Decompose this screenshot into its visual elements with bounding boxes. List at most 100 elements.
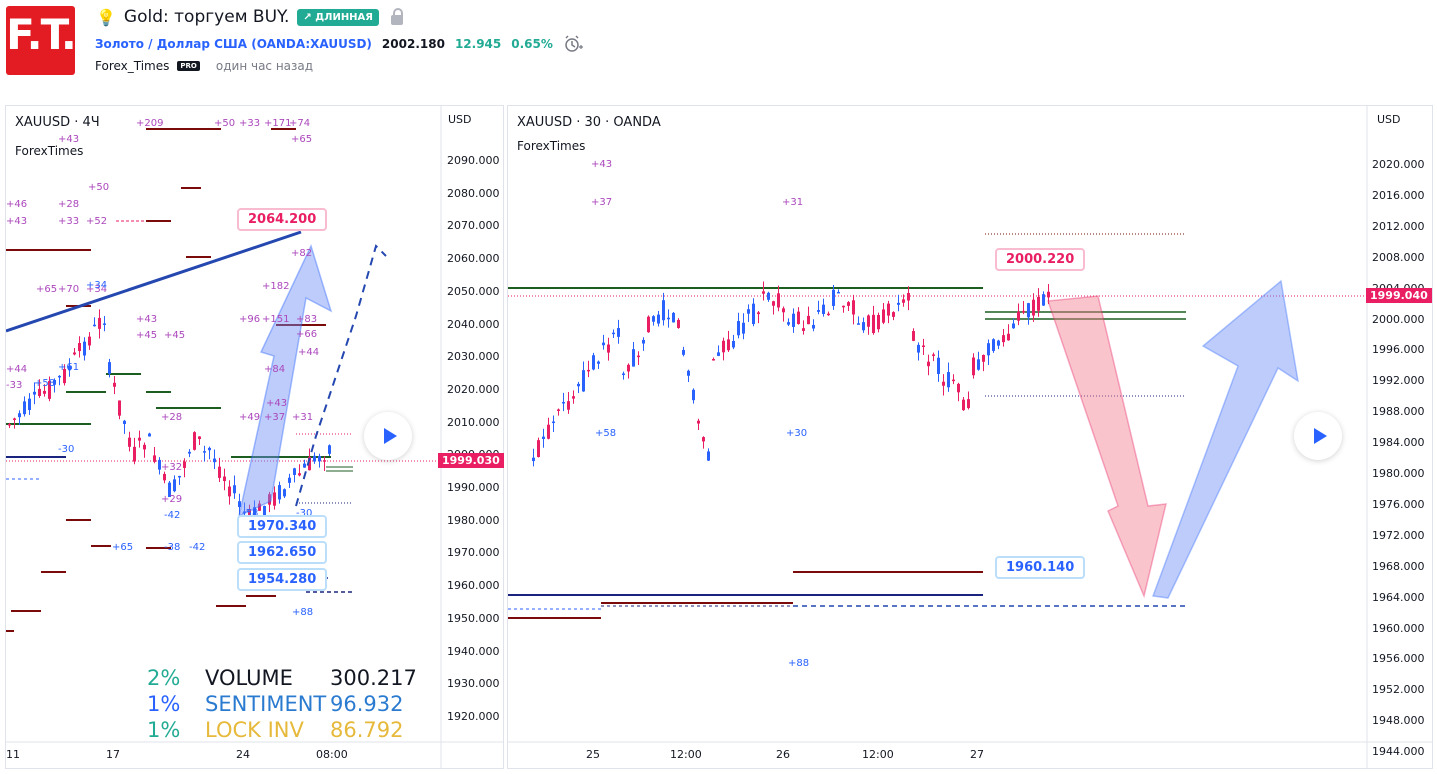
trade-annotation: +34: [86, 284, 108, 295]
chart-30m-canvas[interactable]: [508, 106, 1432, 768]
candle-body: [812, 324, 815, 329]
candle-body: [607, 344, 610, 353]
trade-annotation: +52: [86, 216, 108, 227]
candle-body: [617, 328, 620, 337]
price-callout-low2[interactable]: 1962.650: [237, 541, 328, 564]
price-callout-high[interactable]: 2000.220: [995, 248, 1086, 271]
current-price: 2002.180: [381, 37, 445, 51]
up-arrow-projection[interactable]: [1151, 279, 1300, 599]
price-change-pct: 0.65%: [511, 37, 553, 51]
candle-body: [822, 304, 825, 314]
candle-body: [163, 473, 166, 481]
time-axis-label: 12:00: [670, 748, 702, 761]
chart-30m-panel[interactable]: XAUUSD · 30 · OANDA ForexTimes +43 +37 +…: [507, 105, 1433, 769]
trade-annotation: +46: [6, 199, 28, 210]
price-axis-label: 2016.000: [1372, 188, 1425, 202]
candle-body: [762, 291, 765, 294]
alarm-clock-icon[interactable]: [563, 35, 583, 53]
trade-annotation: +50: [88, 182, 110, 193]
trade-annotation: +32: [161, 462, 183, 473]
candle-body: [632, 349, 635, 367]
trend-line[interactable]: [6, 230, 302, 333]
chart-watermark: ForexTimes: [15, 144, 84, 158]
price-axis-label: 2030.000: [447, 350, 500, 364]
candle-body: [8, 423, 11, 426]
candle-body: [982, 354, 985, 362]
idea-title-row: 💡 Gold: торгуем BUY. ↗ ДЛИННАЯ: [96, 6, 403, 28]
candle-body: [957, 383, 960, 393]
chart-4h-canvas[interactable]: [6, 106, 503, 768]
volume-value: 300.217: [330, 666, 417, 690]
candle-body: [707, 451, 710, 461]
trade-annotation: +34: [86, 280, 108, 291]
candle-body: [53, 379, 56, 385]
price-axis-label: 1944.000: [1372, 745, 1425, 759]
pro-badge: PRO: [177, 61, 200, 71]
price-axis-label: 1968.000: [1372, 559, 1425, 573]
sentiment-pct: 1%: [147, 692, 181, 716]
candle-body: [777, 293, 780, 308]
candle-body: [992, 339, 995, 351]
trade-annotation: -42: [164, 510, 181, 521]
trade-annotation: +58: [34, 378, 56, 389]
candle-body: [852, 300, 855, 315]
candle-body: [952, 379, 955, 382]
price-callout-low1[interactable]: 1970.340: [237, 515, 328, 538]
play-button[interactable]: [364, 412, 412, 460]
candle-body: [597, 361, 600, 364]
candle-body: [88, 336, 91, 346]
candle-body: [273, 492, 276, 506]
candle-body: [308, 456, 311, 471]
candle-body: [108, 362, 111, 374]
price-axis-label: 2020.000: [447, 382, 500, 396]
price-callout-high[interactable]: 2064.200: [237, 208, 328, 231]
candle-body: [907, 292, 910, 301]
dashed-forecast-path[interactable]: [295, 244, 387, 507]
candle-body: [862, 322, 865, 331]
time-axis-label: 08:00: [316, 748, 348, 761]
candle-body: [997, 340, 1000, 346]
price-axis-unit: USD: [448, 113, 472, 126]
candle-body: [697, 420, 700, 424]
symbol-link[interactable]: Золото / Доллар США (OANDA:XAUUSD): [95, 37, 372, 51]
candle-body: [647, 316, 650, 333]
candle-body: [802, 328, 805, 331]
candle-body: [313, 455, 316, 462]
play-button[interactable]: [1294, 412, 1342, 460]
candle-body: [13, 418, 16, 420]
up-arrow-projection[interactable]: [237, 243, 333, 518]
trade-annotation: +37: [264, 412, 286, 423]
trade-annotation: +50: [214, 118, 236, 129]
time-axis-label: 26: [776, 748, 790, 761]
author-logo[interactable]: F.T.: [6, 6, 77, 75]
candle-body: [63, 368, 66, 384]
candle-body: [103, 323, 106, 325]
price-callout-low[interactable]: 1960.140: [995, 556, 1086, 579]
candle-body: [657, 314, 660, 324]
candle-body: [532, 457, 535, 462]
trade-annotation: +43: [266, 398, 288, 409]
candle-body: [652, 316, 655, 322]
price-axis-label: 1956.000: [1372, 652, 1425, 666]
symbol-row: Золото / Доллар США (OANDA:XAUUSD) 2002.…: [95, 35, 583, 53]
last-price-tag: 1999.030: [438, 453, 504, 468]
candle-body: [692, 389, 695, 401]
down-arrow-projection[interactable]: [1046, 295, 1167, 599]
price-callout-low3[interactable]: 1954.280: [237, 568, 328, 591]
trade-annotation: +84: [264, 364, 286, 375]
candle-body: [797, 311, 800, 325]
price-axis-label: 1960.000: [447, 579, 500, 593]
author-name[interactable]: Forex_Times: [95, 59, 170, 73]
time-axis-label: 17: [106, 748, 120, 761]
candle-body: [58, 375, 61, 378]
candle-body: [792, 313, 795, 327]
trade-annotation: -33: [6, 380, 23, 391]
trade-annotation: +29: [161, 494, 183, 505]
candle-body: [73, 352, 76, 355]
chart-4h-panel[interactable]: XAUUSD · 4Ч ForexTimes +43 +46 +28 +43 +33 +5…: [5, 105, 504, 769]
price-axis-unit: USD: [1377, 113, 1401, 126]
trade-annotation: -30: [58, 444, 75, 455]
volume-pct: 2%: [147, 666, 181, 690]
trade-annotation: +66: [296, 329, 318, 340]
candle-body: [922, 345, 925, 347]
